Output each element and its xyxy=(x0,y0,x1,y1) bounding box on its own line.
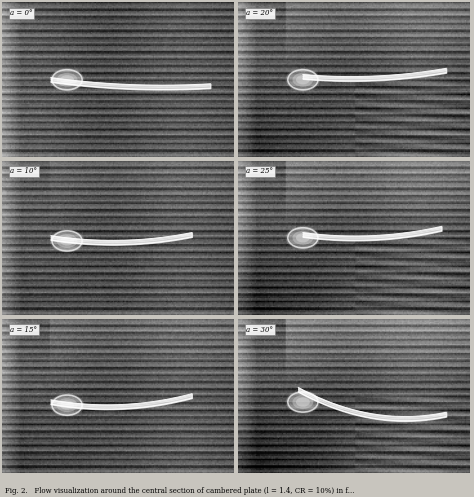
Text: a = 20°: a = 20° xyxy=(246,9,273,17)
Text: a = 0°: a = 0° xyxy=(10,9,33,17)
Circle shape xyxy=(289,229,317,247)
Circle shape xyxy=(296,398,310,407)
Circle shape xyxy=(57,398,77,412)
Circle shape xyxy=(57,234,77,248)
Circle shape xyxy=(285,226,320,249)
Circle shape xyxy=(53,232,81,250)
Circle shape xyxy=(292,231,313,245)
Circle shape xyxy=(60,401,74,410)
Text: a = 15°: a = 15° xyxy=(10,326,37,333)
Circle shape xyxy=(57,73,77,86)
Circle shape xyxy=(296,75,310,84)
Circle shape xyxy=(292,395,313,409)
Circle shape xyxy=(285,68,320,91)
Circle shape xyxy=(296,233,310,243)
Circle shape xyxy=(50,229,84,252)
Circle shape xyxy=(285,391,320,414)
Circle shape xyxy=(289,393,317,412)
Text: Fig. 2.   Flow visualization around the central section of cambered plate (l = 1: Fig. 2. Flow visualization around the ce… xyxy=(5,487,354,495)
Text: a = 10°: a = 10° xyxy=(10,167,37,175)
Circle shape xyxy=(292,73,313,86)
Circle shape xyxy=(50,394,84,416)
Circle shape xyxy=(50,68,84,91)
Text: a = 25°: a = 25° xyxy=(246,167,273,175)
Circle shape xyxy=(289,71,317,89)
Text: a = 30°: a = 30° xyxy=(246,326,273,333)
Circle shape xyxy=(60,236,74,246)
Circle shape xyxy=(53,71,81,89)
Circle shape xyxy=(53,396,81,414)
Circle shape xyxy=(60,75,74,84)
